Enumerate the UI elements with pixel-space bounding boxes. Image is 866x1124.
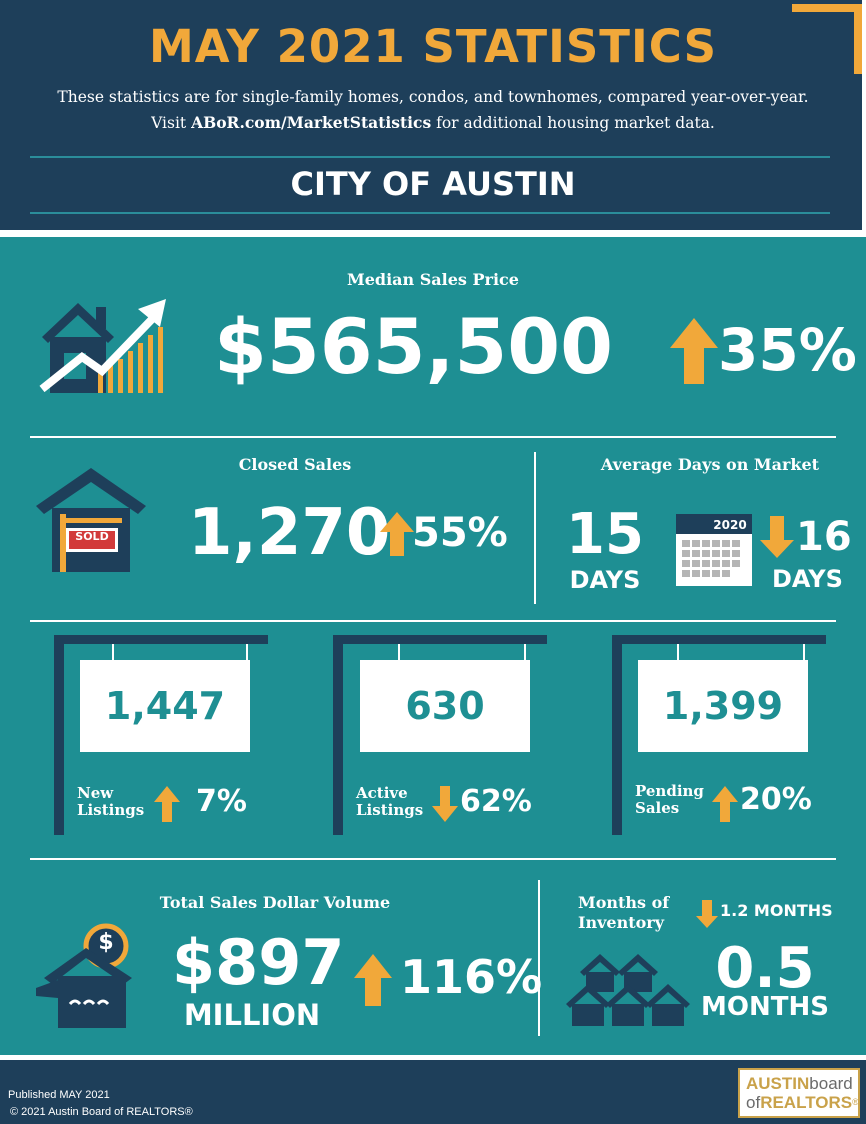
inventory-label-line2: Inventory [578, 913, 665, 932]
arrow-up-icon [670, 318, 718, 384]
piggy-bank-house-icon [36, 923, 132, 1028]
arrow-down-icon [696, 900, 718, 928]
house-chart-icon [39, 299, 166, 393]
sales-volume-value: $897 [172, 926, 345, 999]
published-date: Published MAY 2021 [8, 1089, 110, 1101]
houses-icon [566, 954, 690, 1026]
new-listings-value: 1,447 [104, 684, 226, 728]
median-price-change: 35% [718, 316, 857, 384]
active-listings-value: 630 [405, 684, 485, 728]
austin-board-logo: AUSTINboard ofREALTORS® [738, 1068, 860, 1118]
divider [30, 156, 830, 158]
calendar-year: 2020 [713, 518, 747, 532]
sales-volume-label: Total Sales Dollar Volume [159, 893, 391, 912]
new-listings-label-line2: Listings [77, 801, 145, 819]
pending-sales-label-line1: Pending [635, 782, 704, 800]
page-title: MAY 2021 STATISTICS [149, 20, 717, 73]
inventory-label-line1: Months of [578, 893, 670, 912]
days-on-market-label: Average Days on Market [600, 455, 820, 474]
sales-volume-change: 116% [400, 950, 543, 1004]
inventory-prev: 1.2 MONTHS [720, 901, 833, 920]
days-on-market-prev-value: 16 [796, 514, 852, 560]
arrow-down-icon [432, 786, 458, 822]
arrow-up-icon [380, 512, 414, 556]
inventory-value: 0.5 [715, 936, 815, 1001]
divider [30, 620, 836, 622]
divider [538, 880, 540, 1036]
arrow-up-icon [354, 954, 392, 1006]
sales-volume-unit: MILLION [183, 998, 321, 1032]
sold-sign-text: SOLD [75, 530, 109, 543]
subtitle-line2: Visit ABoR.com/MarketStatistics for addi… [151, 113, 715, 132]
footer [0, 1060, 866, 1124]
days-on-market-unit: DAYS [569, 566, 641, 594]
divider [534, 452, 536, 604]
sold-house-icon [36, 468, 146, 572]
market-statistics-link[interactable]: ABoR.com/MarketStatistics [191, 113, 432, 132]
active-listings-label-line1: Active [356, 784, 408, 802]
divider [30, 858, 836, 860]
stats-panel [0, 237, 866, 1055]
closed-sales-value: 1,270 [188, 496, 391, 570]
new-listings-change: 7% [196, 784, 247, 819]
days-on-market-value: 15 [566, 502, 644, 567]
divider [30, 212, 830, 214]
days-on-market-prev-unit: DAYS [772, 565, 843, 593]
arrow-up-icon [712, 786, 738, 822]
closed-sales-label: Closed Sales [238, 455, 352, 474]
corner-accent [792, 4, 862, 74]
copyright: © 2021 Austin Board of REALTORS® [10, 1106, 193, 1118]
coin-dollar-symbol: $ [98, 930, 114, 955]
subtitle-line1: These statistics are for single-family h… [57, 88, 809, 106]
arrow-up-icon [154, 786, 180, 822]
header-banner [0, 0, 862, 230]
closed-sales-change: 55% [412, 510, 508, 556]
arrow-down-icon [760, 516, 794, 558]
divider [30, 436, 836, 438]
city-title: CITY OF AUSTIN [290, 165, 576, 203]
median-price-label: Median Sales Price [347, 270, 519, 289]
median-price-value: $565,500 [214, 302, 614, 391]
pending-sales-label-line2: Sales [635, 799, 680, 817]
new-listings-label-line1: New [77, 784, 114, 802]
pending-sales-value: 1,399 [662, 684, 784, 728]
calendar-icon [676, 514, 752, 586]
active-listings-change: 62% [460, 784, 532, 819]
pending-sales-change: 20% [740, 782, 812, 817]
inventory-unit: MONTHS [701, 992, 829, 1022]
active-listings-label-line2: Listings [356, 801, 424, 819]
